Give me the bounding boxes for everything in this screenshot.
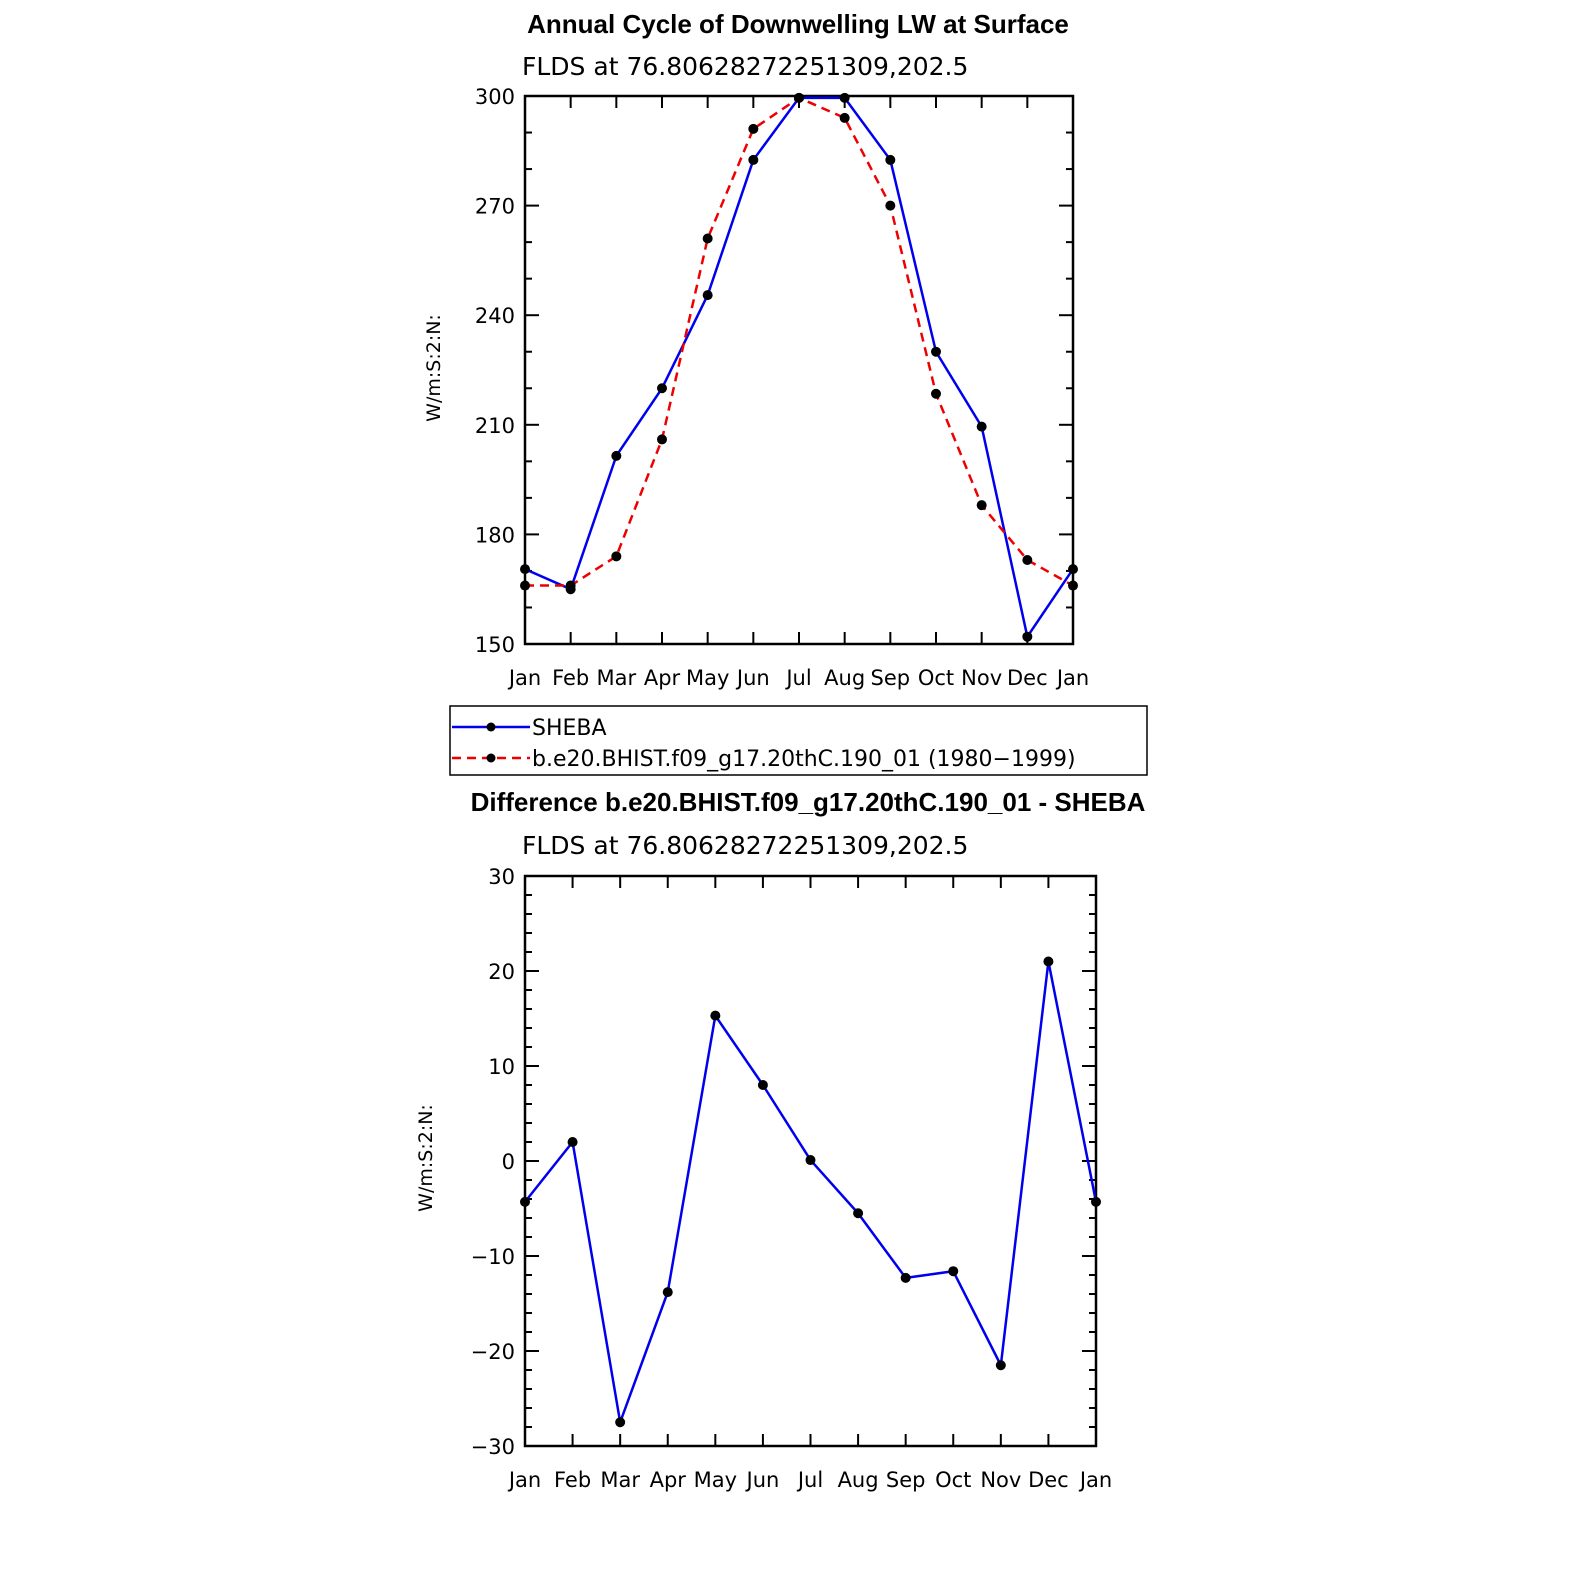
data-point bbox=[931, 388, 941, 399]
x-tick-label: Jun bbox=[735, 666, 770, 690]
x-tick-label: Jan bbox=[507, 1468, 541, 1492]
plot-area: −30 −20 −10 0 10 20 30 Jan Feb Mar Apr May Jun Jul Aug… bbox=[471, 865, 1113, 1492]
series-line-1 bbox=[525, 96, 1074, 587]
data-point bbox=[976, 500, 987, 511]
data-point bbox=[615, 1417, 626, 1428]
y-tick-label: 240 bbox=[475, 304, 515, 328]
x-tick-label: Jul bbox=[796, 1468, 823, 1492]
x-tick-label: Jan bbox=[1078, 1468, 1112, 1492]
y-tick-label: 10 bbox=[488, 1055, 515, 1079]
data-point bbox=[657, 434, 667, 445]
x-tick-label: Nov bbox=[961, 666, 1002, 690]
chart-subtitle: FLDS at 76.80628272251309,202.5 bbox=[522, 52, 968, 81]
data-point bbox=[794, 92, 804, 103]
y-tick-label: 30 bbox=[488, 865, 515, 889]
y-tick-label: 300 bbox=[475, 85, 515, 109]
y-axis-label: W/m:S:2:N: bbox=[415, 1104, 437, 1212]
data-point bbox=[702, 233, 713, 244]
x-tick-label: May bbox=[686, 666, 729, 690]
data-point bbox=[853, 1208, 864, 1219]
x-tick-label: Apr bbox=[644, 666, 681, 690]
legend-label-sheba: SHEBA bbox=[532, 716, 607, 741]
x-tick-label: Dec bbox=[1028, 1468, 1069, 1492]
x-tick-label: Aug bbox=[824, 666, 865, 690]
difference-chart: Difference b.e20.BHIST.f09_g17.20thC.190… bbox=[415, 787, 1146, 1492]
x-tick-label: Feb bbox=[554, 1468, 591, 1492]
data-point bbox=[662, 1287, 673, 1298]
y-tick-label: 210 bbox=[475, 414, 515, 438]
data-point bbox=[995, 1360, 1006, 1371]
y-tick-label: −10 bbox=[471, 1245, 515, 1269]
y-tick-label: 270 bbox=[475, 195, 515, 219]
annual-cycle-chart: Annual Cycle of Downwelling LW at Surfac… bbox=[423, 9, 1148, 776]
x-tick-label: Feb bbox=[552, 666, 589, 690]
x-tick-label: Oct bbox=[918, 666, 954, 690]
x-tick-label: Jan bbox=[1055, 666, 1089, 690]
data-point bbox=[839, 92, 850, 103]
y-tick-label: 0 bbox=[502, 1150, 515, 1174]
data-point bbox=[1022, 631, 1033, 642]
data-point bbox=[611, 551, 622, 562]
x-tick-label: Mar bbox=[597, 666, 637, 690]
legend-box bbox=[449, 705, 1148, 776]
data-point bbox=[1091, 1196, 1101, 1207]
x-tick-label: Mar bbox=[600, 1468, 640, 1492]
y-tick-label: −30 bbox=[471, 1435, 515, 1459]
legend-marker-model bbox=[486, 753, 496, 763]
data-point bbox=[657, 383, 667, 394]
data-point bbox=[702, 290, 713, 301]
data-point bbox=[1068, 564, 1078, 575]
chart-title: Annual Cycle of Downwelling LW at Surfac… bbox=[527, 9, 1069, 39]
data-point bbox=[748, 154, 759, 165]
series-line-0 bbox=[524, 960, 1098, 1424]
y-tick-label: 20 bbox=[488, 960, 515, 984]
x-tick-label: Jan bbox=[507, 666, 541, 690]
data-point bbox=[1022, 554, 1033, 565]
data-point bbox=[1043, 956, 1054, 967]
series-line-0 bbox=[524, 96, 1075, 638]
data-point bbox=[931, 346, 941, 357]
chart-subtitle: FLDS at 76.80628272251309,202.5 bbox=[522, 831, 968, 860]
data-point bbox=[520, 1196, 530, 1207]
plot-area: 150 180 210 240 270 300 Jan Feb Mar Apr May Jun Jul A… bbox=[475, 85, 1089, 690]
data-point bbox=[520, 580, 530, 591]
x-tick-label: Oct bbox=[935, 1468, 971, 1492]
y-tick-label: 150 bbox=[475, 633, 515, 657]
x-tick-label: Jul bbox=[784, 666, 811, 690]
data-point bbox=[976, 421, 987, 432]
data-point bbox=[1068, 580, 1078, 591]
x-tick-label: Apr bbox=[650, 1468, 687, 1492]
chart-title: Difference b.e20.BHIST.f09_g17.20thC.190… bbox=[471, 787, 1146, 817]
data-point bbox=[757, 1080, 768, 1090]
data-point bbox=[948, 1266, 959, 1277]
x-tick-label: Jun bbox=[745, 1468, 780, 1492]
data-point bbox=[710, 1010, 721, 1021]
legend-label-model: b.e20.BHIST.f09_g17.20thC.190_01 (1980−1… bbox=[532, 747, 1076, 772]
legend-marker-sheba bbox=[486, 722, 496, 732]
data-point bbox=[567, 1137, 578, 1147]
y-axis-label: W/m:S:2:N: bbox=[423, 314, 445, 422]
data-point bbox=[805, 1155, 816, 1166]
data-point bbox=[885, 154, 896, 165]
legend: SHEBA b.e20.BHIST.f09_g17.20thC.190_01 (… bbox=[449, 705, 1148, 776]
x-tick-label: Sep bbox=[886, 1468, 926, 1492]
y-tick-label: −20 bbox=[471, 1340, 515, 1364]
x-tick-label: Aug bbox=[838, 1468, 879, 1492]
data-point bbox=[565, 580, 576, 591]
data-point bbox=[520, 564, 530, 575]
x-tick-label: Dec bbox=[1007, 666, 1048, 690]
data-point bbox=[885, 200, 896, 211]
data-point bbox=[611, 450, 622, 461]
plot-frame bbox=[523, 94, 1075, 646]
data-point bbox=[748, 123, 759, 134]
x-tick-label: Sep bbox=[871, 666, 911, 690]
y-tick-label: 180 bbox=[475, 523, 515, 547]
x-tick-label: Nov bbox=[980, 1468, 1021, 1492]
data-point bbox=[900, 1272, 911, 1283]
data-point bbox=[839, 112, 850, 123]
x-tick-label: May bbox=[694, 1468, 737, 1492]
